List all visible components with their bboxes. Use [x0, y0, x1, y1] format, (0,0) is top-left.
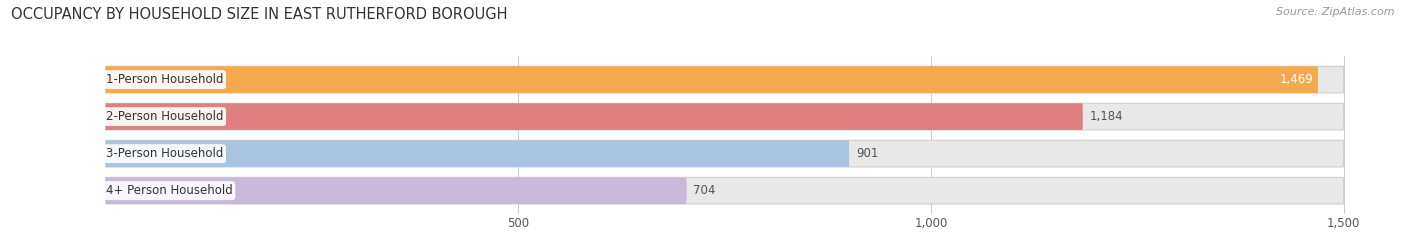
Text: 1-Person Household: 1-Person Household — [105, 73, 224, 86]
FancyBboxPatch shape — [105, 140, 1344, 167]
FancyBboxPatch shape — [105, 103, 1083, 130]
Text: 901: 901 — [856, 147, 879, 160]
Text: Source: ZipAtlas.com: Source: ZipAtlas.com — [1277, 7, 1395, 17]
FancyBboxPatch shape — [105, 177, 686, 204]
Text: 4+ Person Household: 4+ Person Household — [105, 184, 232, 197]
FancyBboxPatch shape — [105, 66, 1317, 93]
Text: 3-Person Household: 3-Person Household — [105, 147, 224, 160]
FancyBboxPatch shape — [105, 66, 1344, 93]
Text: 1,184: 1,184 — [1090, 110, 1123, 123]
FancyBboxPatch shape — [105, 103, 1344, 130]
Text: OCCUPANCY BY HOUSEHOLD SIZE IN EAST RUTHERFORD BOROUGH: OCCUPANCY BY HOUSEHOLD SIZE IN EAST RUTH… — [11, 7, 508, 22]
Text: 1,469: 1,469 — [1279, 73, 1313, 86]
Text: 2-Person Household: 2-Person Household — [105, 110, 224, 123]
FancyBboxPatch shape — [105, 140, 849, 167]
Text: 704: 704 — [693, 184, 716, 197]
FancyBboxPatch shape — [105, 177, 1344, 204]
